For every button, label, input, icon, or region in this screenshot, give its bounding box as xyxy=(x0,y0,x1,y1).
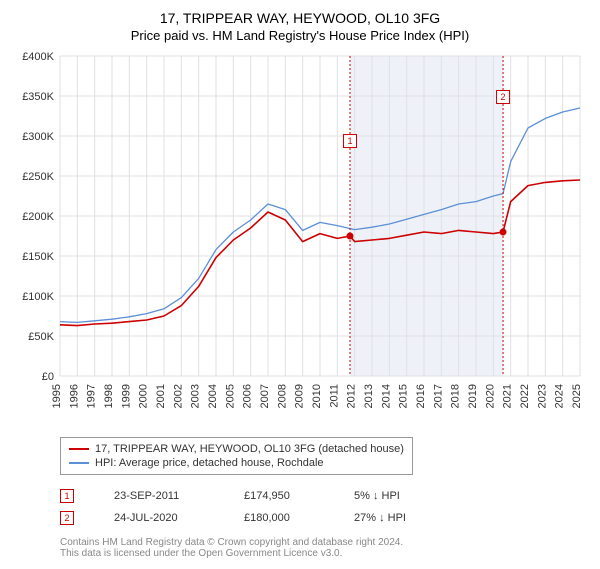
svg-text:£200K: £200K xyxy=(22,211,54,223)
chart-title-subtitle: Price paid vs. HM Land Registry's House … xyxy=(10,28,590,43)
svg-text:£400K: £400K xyxy=(22,51,54,63)
svg-text:2020: 2020 xyxy=(484,384,496,408)
svg-text:2012: 2012 xyxy=(346,384,358,408)
svg-text:£250K: £250K xyxy=(22,171,54,183)
svg-text:£100K: £100K xyxy=(22,291,54,303)
sale-price: £180,000 xyxy=(244,512,314,524)
legend-row: 17, TRIPPEAR WAY, HEYWOOD, OL10 3FG (det… xyxy=(69,442,404,456)
svg-text:2021: 2021 xyxy=(502,384,514,408)
svg-text:£0: £0 xyxy=(42,371,54,383)
svg-text:1999: 1999 xyxy=(120,384,132,408)
svg-text:1998: 1998 xyxy=(103,384,115,408)
chart-container: £0 £50K £100K £150K £200K £250K £300K £350K £400… xyxy=(10,51,590,431)
svg-text:2015: 2015 xyxy=(398,384,410,408)
svg-text:1995: 1995 xyxy=(51,384,63,408)
svg-text:2023: 2023 xyxy=(536,384,548,408)
svg-text:2016: 2016 xyxy=(415,384,427,408)
price-chart: £0 £50K £100K £150K £200K £250K £300K £350K £400… xyxy=(10,51,590,431)
legend-label: HPI: Average price, detached house, Roch… xyxy=(95,457,324,469)
sale-date: 23-SEP-2011 xyxy=(114,490,204,502)
legend-swatch xyxy=(69,462,89,464)
svg-text:£300K: £300K xyxy=(22,131,54,143)
svg-text:2024: 2024 xyxy=(554,384,566,408)
svg-text:2022: 2022 xyxy=(519,384,531,408)
sale-marker: 1 xyxy=(60,489,74,503)
sales-table: 1 23-SEP-2011 £174,950 5% ↓ HPI 2 24-JUL-2020… xyxy=(60,485,590,529)
sale-marker: 2 xyxy=(60,511,74,525)
svg-text:2010: 2010 xyxy=(311,384,323,408)
svg-text:£150K: £150K xyxy=(22,251,54,263)
legend: 17, TRIPPEAR WAY, HEYWOOD, OL10 3FG (det… xyxy=(60,437,413,475)
svg-text:2003: 2003 xyxy=(190,384,202,408)
sale-date: 24-JUL-2020 xyxy=(114,512,204,524)
svg-text:2013: 2013 xyxy=(363,384,375,408)
svg-text:2007: 2007 xyxy=(259,384,271,408)
svg-text:2006: 2006 xyxy=(242,384,254,408)
footer-line-2: This data is licensed under the Open Gov… xyxy=(60,548,590,559)
sale-diff: 27% ↓ HPI xyxy=(354,512,444,524)
svg-text:1996: 1996 xyxy=(68,384,80,408)
svg-text:2004: 2004 xyxy=(207,384,219,408)
svg-text:£350K: £350K xyxy=(22,91,54,103)
legend-swatch xyxy=(69,448,89,450)
svg-text:1997: 1997 xyxy=(86,384,98,408)
sale-diff: 5% ↓ HPI xyxy=(354,490,444,502)
sale-price: £174,950 xyxy=(244,490,314,502)
legend-label: 17, TRIPPEAR WAY, HEYWOOD, OL10 3FG (det… xyxy=(95,443,404,455)
sale-row: 1 23-SEP-2011 £174,950 5% ↓ HPI xyxy=(60,485,590,507)
svg-text:2: 2 xyxy=(501,92,506,102)
svg-text:2009: 2009 xyxy=(294,384,306,408)
sale-row: 2 24-JUL-2020 £180,000 27% ↓ HPI xyxy=(60,507,590,529)
footer-line-1: Contains HM Land Registry data © Crown c… xyxy=(60,537,590,548)
svg-text:2008: 2008 xyxy=(276,384,288,408)
chart-title-address: 17, TRIPPEAR WAY, HEYWOOD, OL10 3FG xyxy=(10,10,590,26)
svg-text:2019: 2019 xyxy=(467,384,479,408)
svg-text:£50K: £50K xyxy=(28,331,54,343)
svg-text:2017: 2017 xyxy=(432,384,444,408)
legend-row: HPI: Average price, detached house, Roch… xyxy=(69,456,404,470)
svg-text:1: 1 xyxy=(347,136,352,146)
svg-text:2011: 2011 xyxy=(328,384,340,408)
svg-text:2018: 2018 xyxy=(450,384,462,408)
footer-note: Contains HM Land Registry data © Crown c… xyxy=(60,537,590,559)
svg-text:2001: 2001 xyxy=(155,384,167,408)
svg-text:2000: 2000 xyxy=(138,384,150,408)
svg-text:2014: 2014 xyxy=(380,384,392,408)
svg-text:2002: 2002 xyxy=(172,384,184,408)
svg-text:2025: 2025 xyxy=(571,384,583,408)
svg-text:2005: 2005 xyxy=(224,384,236,408)
